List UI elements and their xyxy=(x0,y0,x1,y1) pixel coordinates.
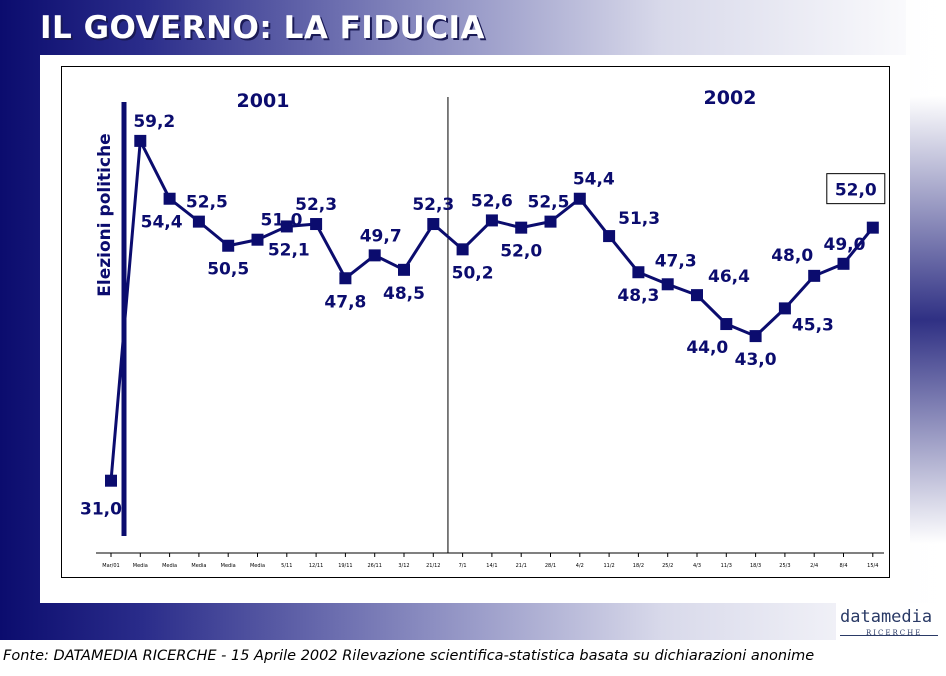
data-point xyxy=(280,220,293,233)
data-point xyxy=(192,215,205,228)
data-label: 44,0 xyxy=(686,338,728,358)
x-tick-label: 28/1 xyxy=(545,563,556,569)
x-tick-label: 11/2 xyxy=(603,563,614,569)
data-point xyxy=(808,269,821,282)
x-tick-label: 4/2 xyxy=(576,563,584,569)
x-tick-label: Media xyxy=(250,563,265,569)
x-tick-label: Media xyxy=(162,563,177,569)
data-label: 52,6 xyxy=(471,191,513,211)
election-label: Elezioni politiche xyxy=(95,133,115,296)
datamedia-logo: datamedia RICERCHE xyxy=(836,603,940,643)
data-label: 52,0 xyxy=(500,242,542,262)
x-tick-label: 19/11 xyxy=(338,563,352,569)
data-point xyxy=(720,318,733,331)
data-point xyxy=(456,243,469,256)
data-point xyxy=(515,221,528,234)
data-point xyxy=(163,192,176,205)
data-label: 48,3 xyxy=(617,286,659,306)
data-point xyxy=(398,263,410,276)
x-tick-label: 25/3 xyxy=(779,563,790,569)
x-tick-label: 7/1 xyxy=(459,563,467,569)
data-point xyxy=(573,192,586,205)
data-label: 52,3 xyxy=(295,195,337,215)
x-tick-label: 8/4 xyxy=(839,563,847,569)
title-bar: IL GOVERNO: LA FIDUCIA xyxy=(0,0,946,56)
x-tick-label: 21/1 xyxy=(516,563,527,569)
data-label: 49,0 xyxy=(824,235,866,255)
data-label: 49,7 xyxy=(360,226,402,246)
x-tick-label: 12/11 xyxy=(309,563,323,569)
x-tick-label: 3/12 xyxy=(398,563,409,569)
x-tick-label: Media xyxy=(221,563,236,569)
data-point xyxy=(485,214,498,227)
x-tick-label: 18/2 xyxy=(633,563,644,569)
highlighted-value-box xyxy=(826,173,886,205)
data-point xyxy=(339,272,352,285)
data-point xyxy=(134,134,147,147)
logo-rule xyxy=(840,635,938,636)
data-label: 54,4 xyxy=(141,213,183,233)
data-label: 54,4 xyxy=(573,170,615,190)
x-tick-label: 11/3 xyxy=(721,563,732,569)
data-label: 52,5 xyxy=(186,193,228,213)
slide-title: IL GOVERNO: LA FIDUCIA xyxy=(40,10,485,46)
data-point xyxy=(105,474,117,487)
data-label: 47,3 xyxy=(655,251,697,271)
x-tick-label: 14/1 xyxy=(486,563,497,569)
data-label: 51,0 xyxy=(261,211,303,231)
data-label: 51,3 xyxy=(618,209,660,229)
x-tick-label: 15/4 xyxy=(867,563,878,569)
x-tick-label: 18/3 xyxy=(750,563,761,569)
data-point xyxy=(603,230,616,243)
x-tick-label: Media xyxy=(133,563,148,569)
data-point xyxy=(544,215,557,228)
data-point xyxy=(632,266,645,279)
data-label: 50,2 xyxy=(452,263,494,283)
x-tick-label: 2/4 xyxy=(810,563,818,569)
chart-frame xyxy=(61,66,890,578)
data-point xyxy=(866,221,879,234)
x-tick-label: 26/11 xyxy=(367,563,381,569)
slide-right-accent xyxy=(906,0,946,640)
data-label: 43,0 xyxy=(735,350,777,370)
x-tick-label: 4/3 xyxy=(693,563,701,569)
year-label-2002: 2002 xyxy=(704,87,757,109)
x-tick-label: Media xyxy=(191,563,206,569)
data-label: 46,4 xyxy=(708,267,750,287)
logo-wordmark: datamedia xyxy=(840,607,933,627)
data-label: 52,0 xyxy=(835,181,877,201)
data-label: 48,5 xyxy=(383,284,425,304)
data-point xyxy=(222,239,235,252)
data-point xyxy=(310,218,323,231)
data-label: 47,8 xyxy=(324,292,366,312)
data-point xyxy=(661,278,674,291)
data-point xyxy=(251,233,264,246)
data-label: 52,1 xyxy=(268,240,310,260)
data-point xyxy=(837,257,850,270)
x-tick-label: 25/2 xyxy=(662,563,673,569)
logo-subtitle: RICERCHE xyxy=(866,629,923,637)
data-label: 48,0 xyxy=(771,246,813,266)
data-point xyxy=(691,289,703,302)
data-label: 59,2 xyxy=(133,112,175,132)
source-footnote: Fonte: DATAMEDIA RICERCHE - 15 Aprile 20… xyxy=(3,648,815,664)
x-tick-label: 21/12 xyxy=(426,563,440,569)
data-label: 52,5 xyxy=(528,193,570,213)
data-label: 45,3 xyxy=(792,315,834,335)
data-point xyxy=(368,249,381,262)
year-label-2001: 2001 xyxy=(237,90,290,112)
data-label: 31,0 xyxy=(80,500,122,520)
x-tick-label: 5/11 xyxy=(281,563,292,569)
data-point xyxy=(427,218,440,231)
x-tick-label: Mar/01 xyxy=(102,563,119,569)
data-label: 52,3 xyxy=(412,195,454,215)
data-point xyxy=(749,330,762,343)
data-point xyxy=(778,302,791,315)
data-label: 50,5 xyxy=(207,260,249,280)
